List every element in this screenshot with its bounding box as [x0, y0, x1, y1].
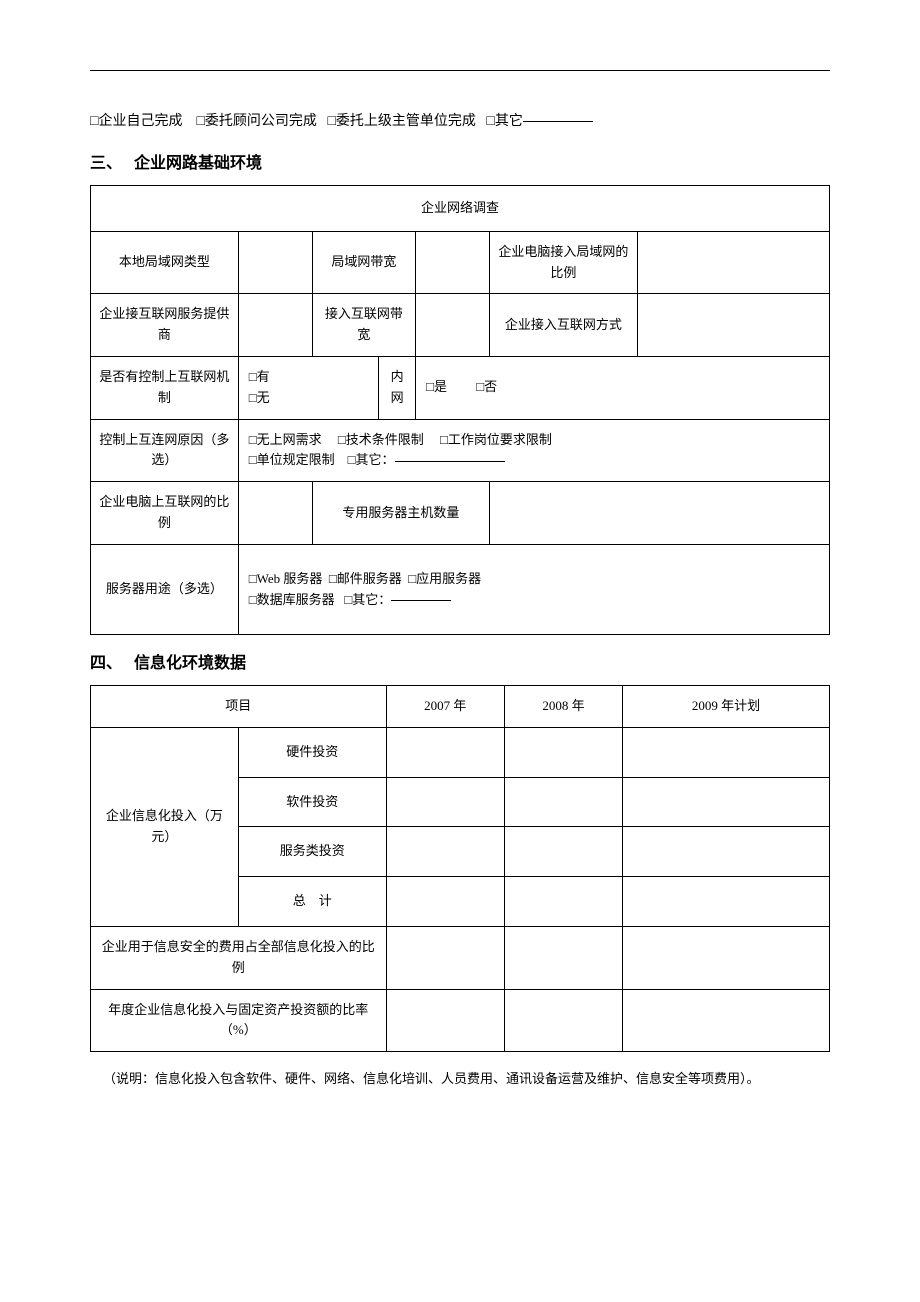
- security-2007[interactable]: [386, 926, 504, 989]
- isp-value[interactable]: [238, 294, 312, 357]
- table-title: 企业网络调查: [91, 185, 830, 231]
- server-app[interactable]: □应用服务器: [408, 571, 481, 586]
- internet-method-value[interactable]: [637, 294, 829, 357]
- reason-other-blank[interactable]: [395, 461, 505, 462]
- isp-label: 企业接互联网服务提供商: [91, 294, 239, 357]
- hardware-label: 硬件投资: [238, 727, 386, 777]
- section4-note: （说明：信息化投入包含软件、硬件、网络、信息化培训、人员费用、通讯设备运营及维护…: [90, 1068, 830, 1090]
- section3-num: 三、: [90, 155, 122, 172]
- software-2009[interactable]: [623, 777, 830, 827]
- intranet-label: 内网: [379, 356, 416, 419]
- service-2007[interactable]: [386, 827, 504, 877]
- completion-method-line: □企业自己完成 □委托顾问公司完成 □委托上级主管单位完成 □其它: [90, 111, 830, 133]
- intranet-no[interactable]: □否: [476, 379, 497, 394]
- total-2007[interactable]: [386, 877, 504, 927]
- software-2007[interactable]: [386, 777, 504, 827]
- security-2008[interactable]: [504, 926, 622, 989]
- control-reason-label: 控制上互连网原因（多选）: [91, 419, 239, 482]
- reason-job-limit[interactable]: □工作岗位要求限制: [440, 432, 552, 447]
- ratio-2009[interactable]: [623, 989, 830, 1052]
- section4-heading: 四、 信息化环境数据: [90, 651, 830, 677]
- col-2009: 2009 年计划: [623, 685, 830, 727]
- control-mech-options[interactable]: □有 □无: [238, 356, 378, 419]
- ratio-2008[interactable]: [504, 989, 622, 1052]
- fixed-asset-ratio-label: 年度企业信息化投入与固定资产投资额的比率（%）: [91, 989, 387, 1052]
- opt-supervisor[interactable]: □委托上级主管单位完成: [327, 114, 475, 129]
- total-2009[interactable]: [623, 877, 830, 927]
- investment-table: 项目 2007 年 2008 年 2009 年计划 企业信息化投入（万元） 硬件…: [90, 685, 830, 1052]
- control-reason-options[interactable]: □无上网需求 □技术条件限制 □工作岗位要求限制 □单位规定限制 □其它：: [238, 419, 829, 482]
- service-2009[interactable]: [623, 827, 830, 877]
- server-mail[interactable]: □邮件服务器: [329, 571, 402, 586]
- pc-lan-ratio-label: 企业电脑接入局域网的比例: [490, 231, 638, 294]
- hardware-2007[interactable]: [386, 727, 504, 777]
- security-ratio-label: 企业用于信息安全的费用占全部信息化投入的比例: [91, 926, 387, 989]
- server-other-blank[interactable]: [391, 600, 451, 601]
- total-label: 总 计: [238, 877, 386, 927]
- pc-lan-ratio-value[interactable]: [637, 231, 829, 294]
- intranet-yes[interactable]: □是: [426, 379, 447, 394]
- section3-heading: 三、 企业网路基础环境: [90, 151, 830, 177]
- network-survey-table: 企业网络调查 本地局域网类型 局域网带宽 企业电脑接入局域网的比例 企业接互联网…: [90, 185, 830, 635]
- lan-bandwidth-label: 局域网带宽: [312, 231, 415, 294]
- server-web[interactable]: □Web 服务器: [249, 571, 323, 586]
- col-project: 项目: [91, 685, 387, 727]
- reason-no-need[interactable]: □无上网需求: [249, 432, 322, 447]
- pc-internet-ratio-value[interactable]: [238, 482, 312, 545]
- col-2008: 2008 年: [504, 685, 622, 727]
- lan-bandwidth-value[interactable]: [416, 231, 490, 294]
- opt-other-blank[interactable]: [523, 121, 593, 122]
- section4-title: 信息化环境数据: [134, 655, 246, 672]
- reason-tech-limit[interactable]: □技术条件限制: [338, 432, 424, 447]
- internet-method-label: 企业接入互联网方式: [490, 294, 638, 357]
- hardware-2009[interactable]: [623, 727, 830, 777]
- service-2008[interactable]: [504, 827, 622, 877]
- section4-num: 四、: [90, 655, 122, 672]
- opt-other-prefix[interactable]: □其它: [486, 114, 522, 129]
- invest-group-label: 企业信息化投入（万元）: [91, 727, 239, 926]
- server-db[interactable]: □数据库服务器: [249, 592, 335, 607]
- opt-consultant[interactable]: □委托顾问公司完成: [196, 114, 316, 129]
- section3-title: 企业网路基础环境: [134, 155, 262, 172]
- server-use-options[interactable]: □Web 服务器 □邮件服务器 □应用服务器 □数据库服务器 □其它：: [238, 544, 829, 635]
- internet-bandwidth-label: 接入互联网带宽: [312, 294, 415, 357]
- intranet-options[interactable]: □是 □否: [416, 356, 830, 419]
- server-use-label: 服务器用途（多选）: [91, 544, 239, 635]
- hardware-2008[interactable]: [504, 727, 622, 777]
- col-2007: 2007 年: [386, 685, 504, 727]
- ratio-2007[interactable]: [386, 989, 504, 1052]
- total-2008[interactable]: [504, 877, 622, 927]
- server-count-value[interactable]: [490, 482, 830, 545]
- pc-internet-ratio-label: 企业电脑上互联网的比例: [91, 482, 239, 545]
- lan-type-value[interactable]: [238, 231, 312, 294]
- lan-type-label: 本地局域网类型: [91, 231, 239, 294]
- reason-policy-limit[interactable]: □单位规定限制: [249, 452, 335, 467]
- software-label: 软件投资: [238, 777, 386, 827]
- top-rule: [90, 70, 830, 71]
- software-2008[interactable]: [504, 777, 622, 827]
- opt-self-complete[interactable]: □企业自己完成: [90, 114, 182, 129]
- security-2009[interactable]: [623, 926, 830, 989]
- service-label: 服务类投资: [238, 827, 386, 877]
- reason-other-prefix[interactable]: □其它：: [348, 452, 395, 467]
- internet-bandwidth-value[interactable]: [416, 294, 490, 357]
- server-other-prefix[interactable]: □其它：: [344, 592, 391, 607]
- server-count-label: 专用服务器主机数量: [312, 482, 489, 545]
- control-mech-label: 是否有控制上互联网机制: [91, 356, 239, 419]
